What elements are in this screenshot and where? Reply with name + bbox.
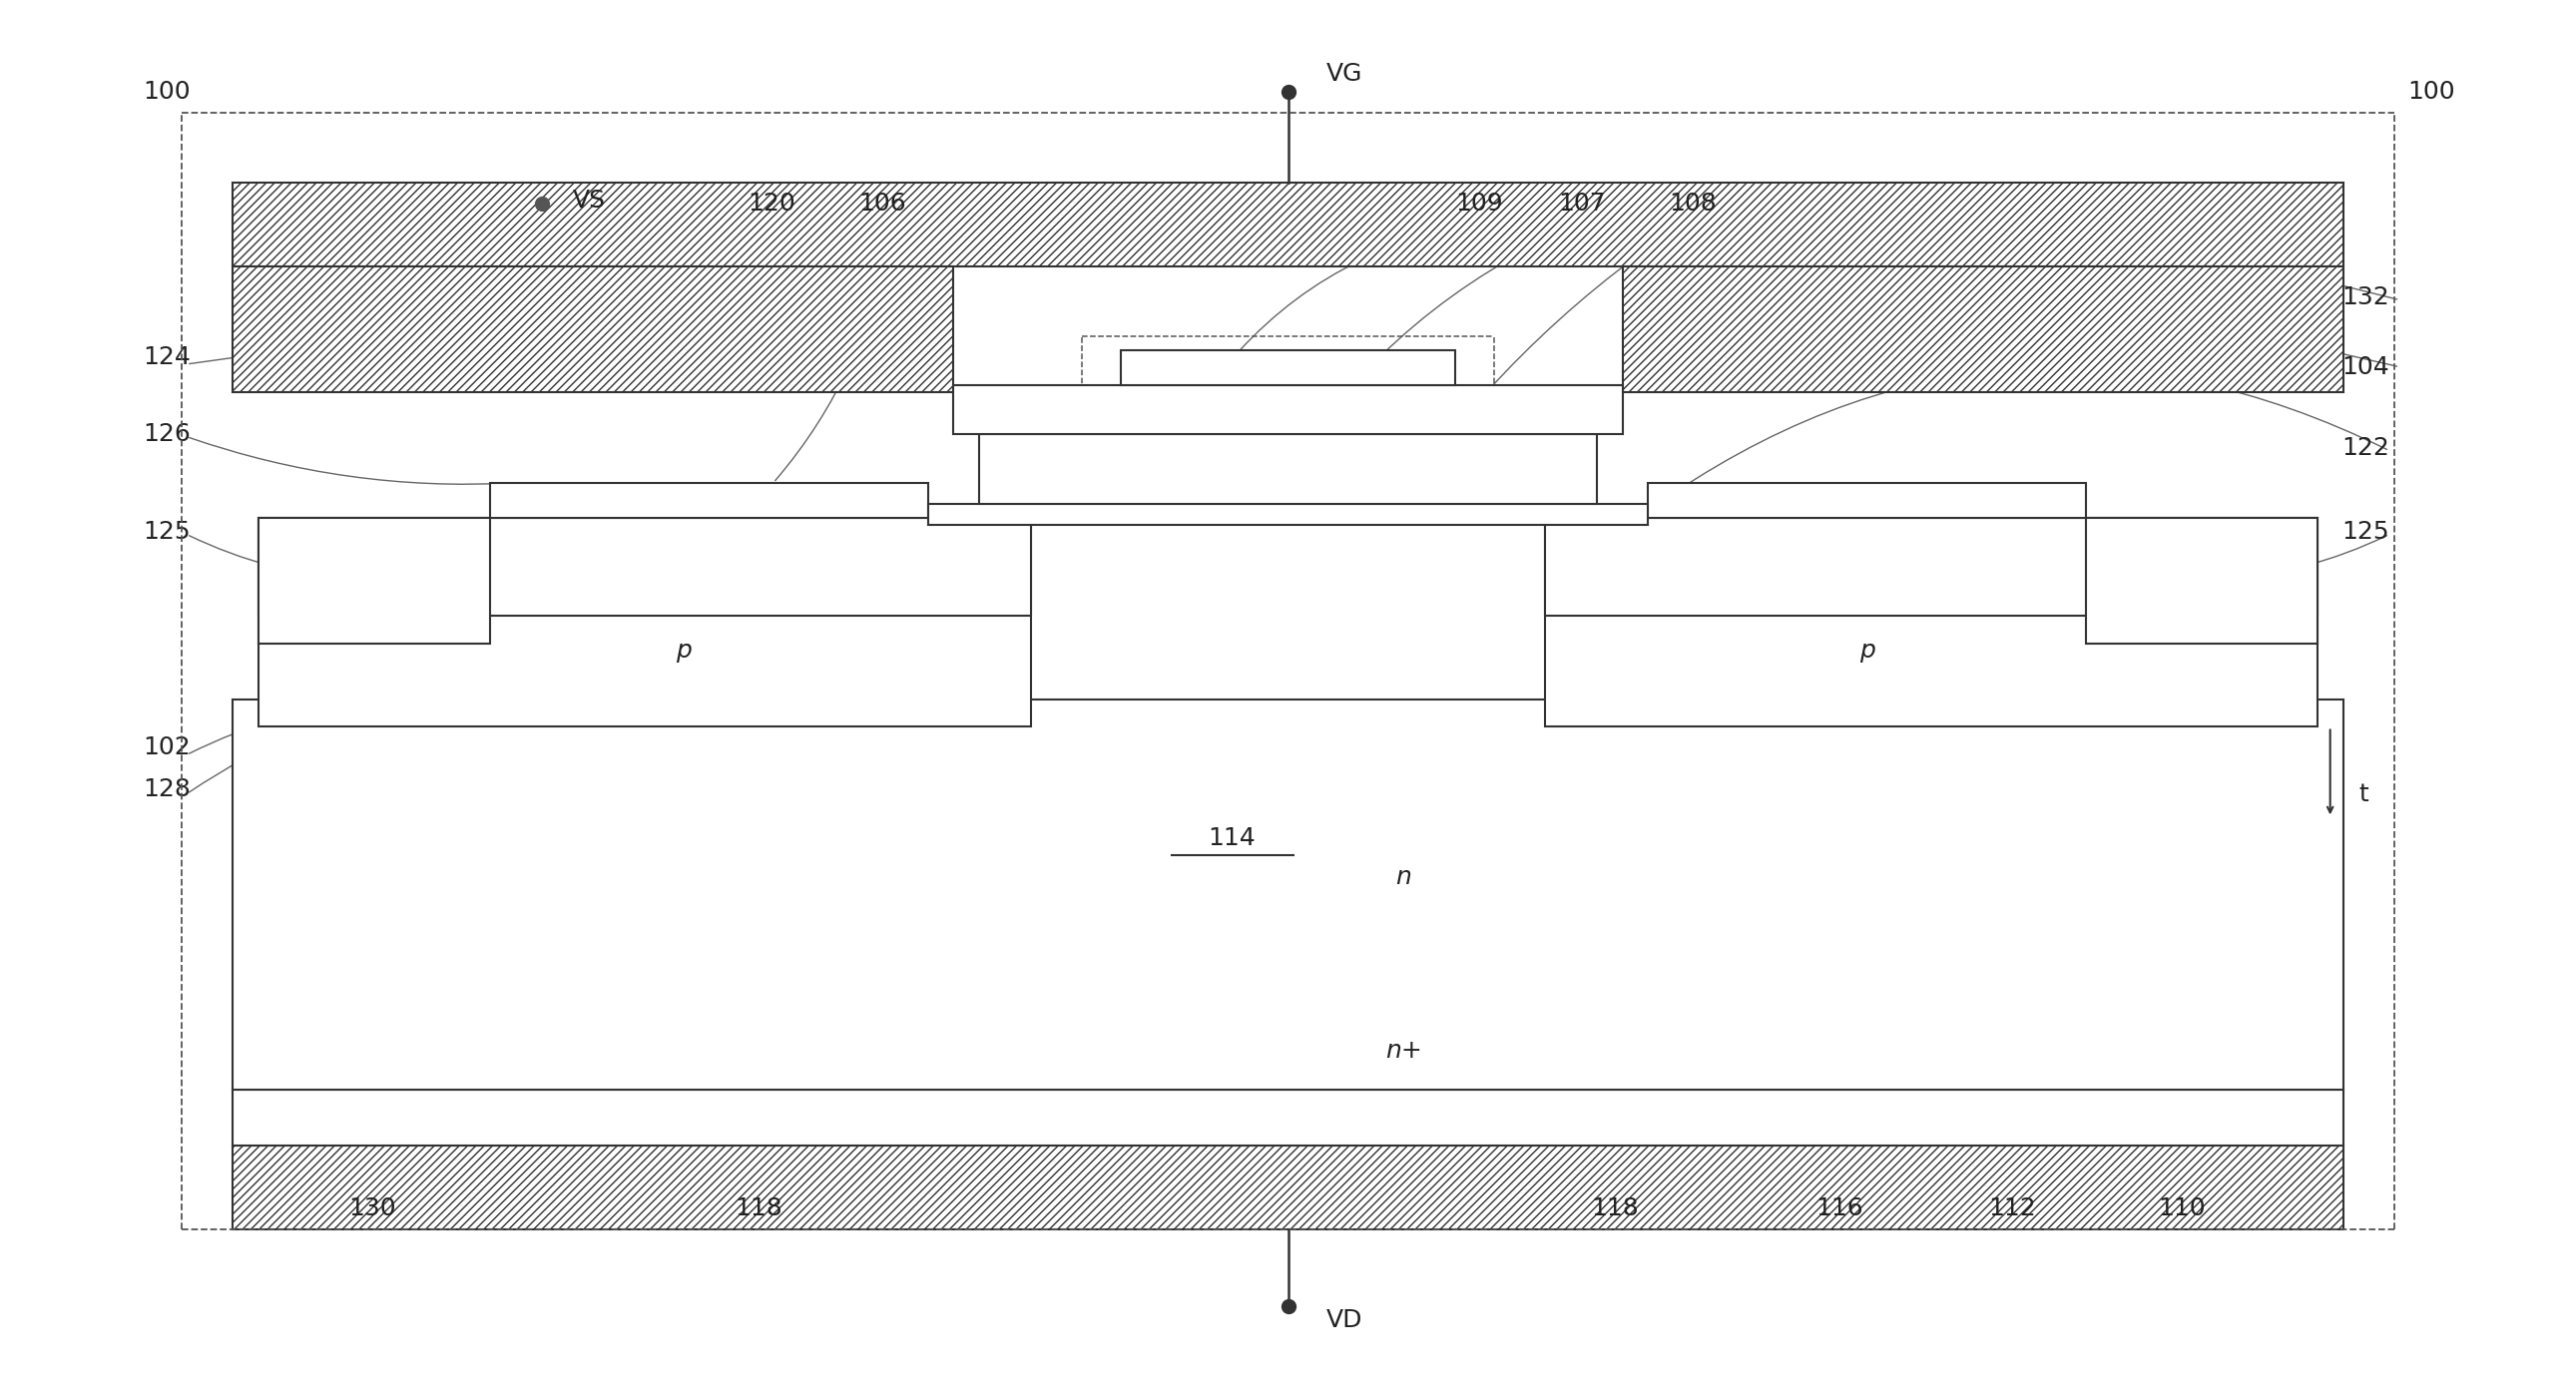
FancyBboxPatch shape <box>489 482 927 517</box>
Text: n: n <box>1860 548 1875 572</box>
Text: 118: 118 <box>734 1197 783 1220</box>
Text: 100: 100 <box>2409 80 2455 103</box>
FancyBboxPatch shape <box>1623 267 2344 391</box>
Text: 120: 120 <box>747 192 796 215</box>
Text: 109: 109 <box>1455 192 1502 215</box>
FancyBboxPatch shape <box>1546 517 2318 727</box>
Text: 118: 118 <box>1592 1197 1638 1220</box>
Text: p+: p+ <box>2187 569 2226 593</box>
Text: p+: p+ <box>350 569 389 593</box>
Text: 107: 107 <box>1558 192 1605 215</box>
Text: 104: 104 <box>2342 355 2391 379</box>
Text: 126: 126 <box>142 422 191 446</box>
Text: 122: 122 <box>2342 436 2391 460</box>
Text: VS: VS <box>572 189 605 212</box>
FancyBboxPatch shape <box>1649 482 2087 517</box>
Text: 106: 106 <box>858 192 907 215</box>
FancyBboxPatch shape <box>2087 517 2318 643</box>
Text: VG: VG <box>1327 62 1363 85</box>
Text: 100: 100 <box>142 80 191 103</box>
FancyBboxPatch shape <box>258 517 1030 615</box>
Text: 124: 124 <box>142 345 191 369</box>
FancyBboxPatch shape <box>1121 350 1455 384</box>
Text: t: t <box>2360 781 2367 805</box>
Text: VD: VD <box>1327 1309 1363 1332</box>
Text: n+: n+ <box>1386 1039 1422 1062</box>
Text: p: p <box>1860 639 1875 663</box>
Text: p: p <box>675 639 690 663</box>
FancyBboxPatch shape <box>232 1089 2344 1145</box>
Text: n: n <box>675 548 690 572</box>
FancyBboxPatch shape <box>232 1145 2344 1229</box>
Text: 128: 128 <box>142 777 191 801</box>
FancyBboxPatch shape <box>258 517 1030 727</box>
FancyBboxPatch shape <box>927 503 1649 524</box>
FancyBboxPatch shape <box>232 267 953 391</box>
Text: 112: 112 <box>1989 1197 2035 1220</box>
Text: n: n <box>1396 865 1412 889</box>
FancyBboxPatch shape <box>979 433 1597 503</box>
FancyBboxPatch shape <box>232 699 2344 1089</box>
Text: 110: 110 <box>2159 1197 2205 1220</box>
Text: 114: 114 <box>1208 826 1255 850</box>
Text: 108: 108 <box>1669 192 1716 215</box>
Text: 125: 125 <box>142 520 191 544</box>
FancyBboxPatch shape <box>258 517 489 643</box>
FancyBboxPatch shape <box>232 183 2344 267</box>
Text: 102: 102 <box>142 735 191 759</box>
FancyBboxPatch shape <box>953 384 1623 433</box>
FancyBboxPatch shape <box>1546 517 2318 615</box>
Text: 132: 132 <box>2342 285 2391 309</box>
Text: 116: 116 <box>1816 1197 1862 1220</box>
Text: 125: 125 <box>2342 520 2391 544</box>
Text: 130: 130 <box>348 1197 397 1220</box>
